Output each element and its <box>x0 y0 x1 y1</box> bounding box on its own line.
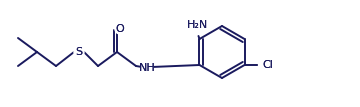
Circle shape <box>141 62 153 74</box>
Text: H₂N: H₂N <box>187 20 208 30</box>
Circle shape <box>189 17 206 33</box>
Text: NH: NH <box>139 63 156 73</box>
Text: NH: NH <box>139 63 156 73</box>
Circle shape <box>74 47 84 57</box>
Text: O: O <box>116 24 124 34</box>
Circle shape <box>258 59 270 71</box>
Circle shape <box>115 24 125 34</box>
Text: O: O <box>116 24 124 34</box>
Text: H₂N: H₂N <box>187 20 208 30</box>
Text: S: S <box>76 47 82 57</box>
Text: Cl: Cl <box>262 60 273 70</box>
Text: Cl: Cl <box>262 60 273 70</box>
Text: S: S <box>76 47 82 57</box>
